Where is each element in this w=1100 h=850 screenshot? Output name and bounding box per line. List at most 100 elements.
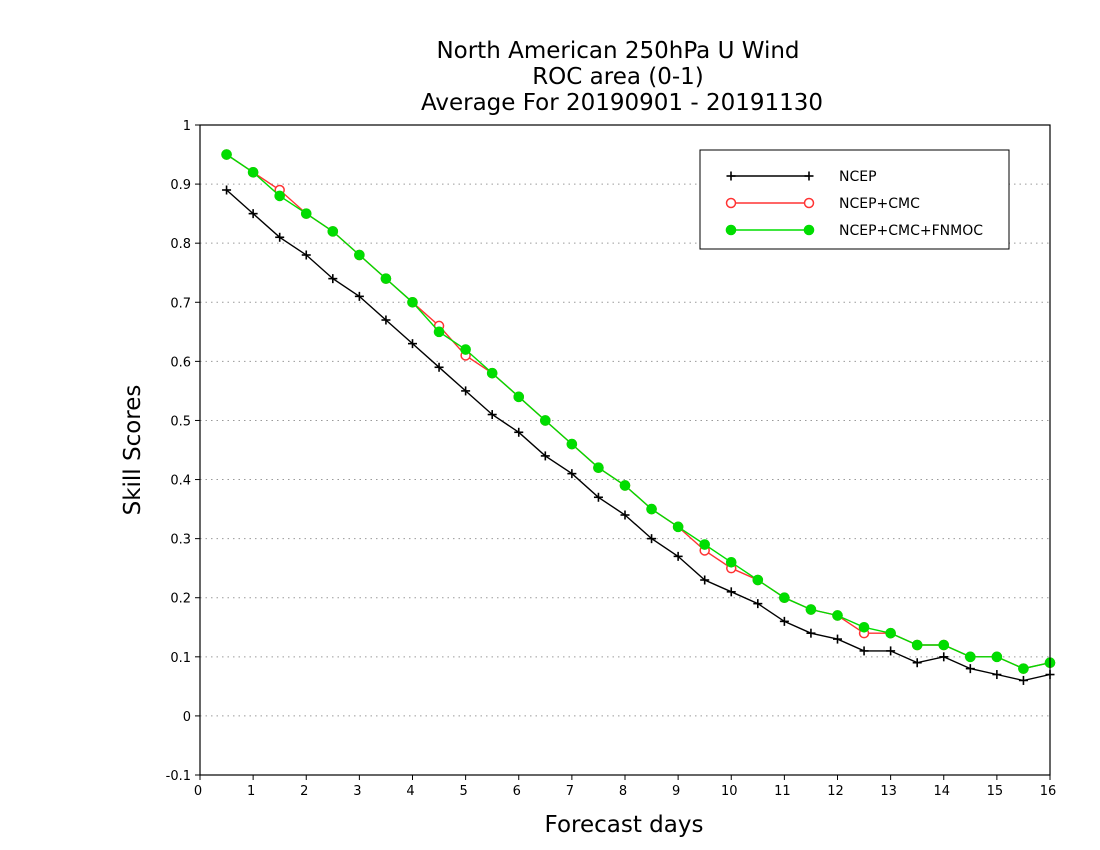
x-tick-label: 11 bbox=[774, 784, 791, 799]
data-point bbox=[911, 639, 923, 651]
data-point bbox=[965, 651, 976, 663]
title-line-3: Average For 20190901 - 20191130 bbox=[421, 90, 823, 116]
x-tick-label: 13 bbox=[880, 784, 897, 799]
y-tick-label: 0.1 bbox=[170, 651, 191, 666]
data-point bbox=[486, 367, 498, 379]
x-tick-label: 10 bbox=[721, 784, 738, 799]
gridlines bbox=[200, 183, 1050, 717]
data-point bbox=[460, 344, 471, 355]
data-point bbox=[700, 575, 710, 585]
series-line bbox=[226, 189, 1051, 682]
y-tick-label: 0.9 bbox=[170, 178, 191, 193]
x-tick-label: 0 bbox=[194, 784, 202, 799]
legend: NCEP NCEP+CMC NCEP+CMC+FNMOC bbox=[699, 149, 1010, 250]
data-point bbox=[327, 226, 339, 237]
data-point bbox=[567, 469, 577, 479]
data-point bbox=[514, 427, 524, 437]
data-point bbox=[1018, 663, 1029, 674]
legend-marker bbox=[726, 171, 736, 181]
data-point bbox=[593, 492, 603, 502]
x-axis-label: Forecast days bbox=[545, 812, 704, 838]
series-ncep-cmc-fnmoc bbox=[221, 149, 1056, 674]
legend-marker bbox=[803, 197, 815, 209]
data-point bbox=[247, 166, 259, 178]
y-tick-label: -0.1 bbox=[166, 769, 191, 784]
legend-entry: NCEP+CMC bbox=[725, 196, 920, 212]
data-point bbox=[540, 415, 551, 426]
data-point bbox=[779, 592, 790, 604]
data-point bbox=[965, 664, 975, 674]
legend-label: NCEP+CMC+FNMOC bbox=[839, 223, 983, 239]
data-point bbox=[380, 273, 392, 284]
data-point bbox=[593, 462, 604, 474]
y-tick-label: 0 bbox=[183, 710, 191, 725]
legend-entry: NCEP bbox=[726, 169, 877, 185]
data-point bbox=[461, 386, 471, 396]
legend-label: NCEP+CMC bbox=[839, 196, 920, 212]
data-point bbox=[647, 534, 657, 544]
data-point bbox=[407, 296, 418, 308]
data-point bbox=[673, 551, 683, 561]
x-tick-label: 7 bbox=[566, 784, 574, 799]
data-point bbox=[222, 185, 232, 195]
data-point bbox=[885, 627, 896, 639]
data-point bbox=[221, 149, 232, 160]
legend-box bbox=[699, 149, 1010, 250]
legend-marker bbox=[803, 224, 815, 236]
y-tick-label: 1 bbox=[183, 119, 191, 134]
data-point bbox=[620, 510, 630, 520]
data-point bbox=[274, 190, 285, 202]
x-tick-label: 3 bbox=[353, 784, 361, 799]
legend-label: NCEP bbox=[839, 169, 877, 185]
data-point bbox=[408, 339, 417, 349]
series-ncep bbox=[222, 185, 1055, 685]
legend-entry: NCEP+CMC+FNMOC bbox=[725, 223, 983, 239]
data-point bbox=[248, 209, 258, 219]
x-tick-label: 1 bbox=[247, 784, 255, 799]
data-point bbox=[992, 670, 1002, 680]
data-point bbox=[487, 410, 497, 420]
x-tick-label: 2 bbox=[300, 784, 308, 799]
data-point bbox=[328, 274, 338, 284]
x-tick-label: 9 bbox=[672, 784, 680, 799]
data-point bbox=[1018, 675, 1028, 685]
x-tick-label: 14 bbox=[933, 784, 950, 799]
data-point bbox=[753, 599, 763, 609]
series-layer bbox=[221, 149, 1056, 685]
x-tick-label: 4 bbox=[406, 784, 414, 799]
axis-ticks: -0.100.10.20.30.40.50.60.70.80.910 1 2 3 4 5 6… bbox=[166, 119, 1057, 799]
data-point bbox=[433, 326, 445, 338]
y-axis-label: Skill Scores bbox=[120, 385, 146, 516]
data-point bbox=[354, 291, 364, 301]
data-point bbox=[991, 651, 1003, 663]
data-point bbox=[619, 480, 631, 491]
x-tick-label: 15 bbox=[987, 784, 1004, 799]
x-tick-label: 5 bbox=[459, 784, 467, 799]
data-point bbox=[301, 250, 311, 260]
y-tick-label: 0.3 bbox=[170, 533, 191, 548]
x-tick-label: 16 bbox=[1040, 784, 1057, 799]
data-point bbox=[938, 639, 950, 651]
legend-marker bbox=[725, 224, 737, 236]
legend-marker bbox=[725, 197, 737, 209]
title-line-2: ROC area (0-1) bbox=[532, 64, 704, 90]
data-point bbox=[672, 521, 684, 533]
data-point bbox=[725, 556, 737, 568]
y-tick-label: 0.7 bbox=[170, 296, 191, 311]
data-point bbox=[805, 604, 817, 615]
data-point bbox=[434, 362, 444, 372]
x-tick-label: 6 bbox=[513, 784, 521, 799]
data-point bbox=[566, 438, 578, 450]
data-point bbox=[300, 208, 312, 219]
data-point bbox=[833, 634, 842, 644]
data-point bbox=[832, 610, 843, 621]
y-tick-label: 0.8 bbox=[170, 237, 191, 252]
data-point bbox=[540, 451, 550, 461]
data-point bbox=[858, 621, 870, 633]
data-point bbox=[275, 232, 285, 242]
data-point bbox=[726, 587, 736, 597]
y-tick-label: 0.6 bbox=[170, 355, 191, 370]
data-point bbox=[859, 646, 869, 656]
data-point bbox=[646, 503, 657, 515]
